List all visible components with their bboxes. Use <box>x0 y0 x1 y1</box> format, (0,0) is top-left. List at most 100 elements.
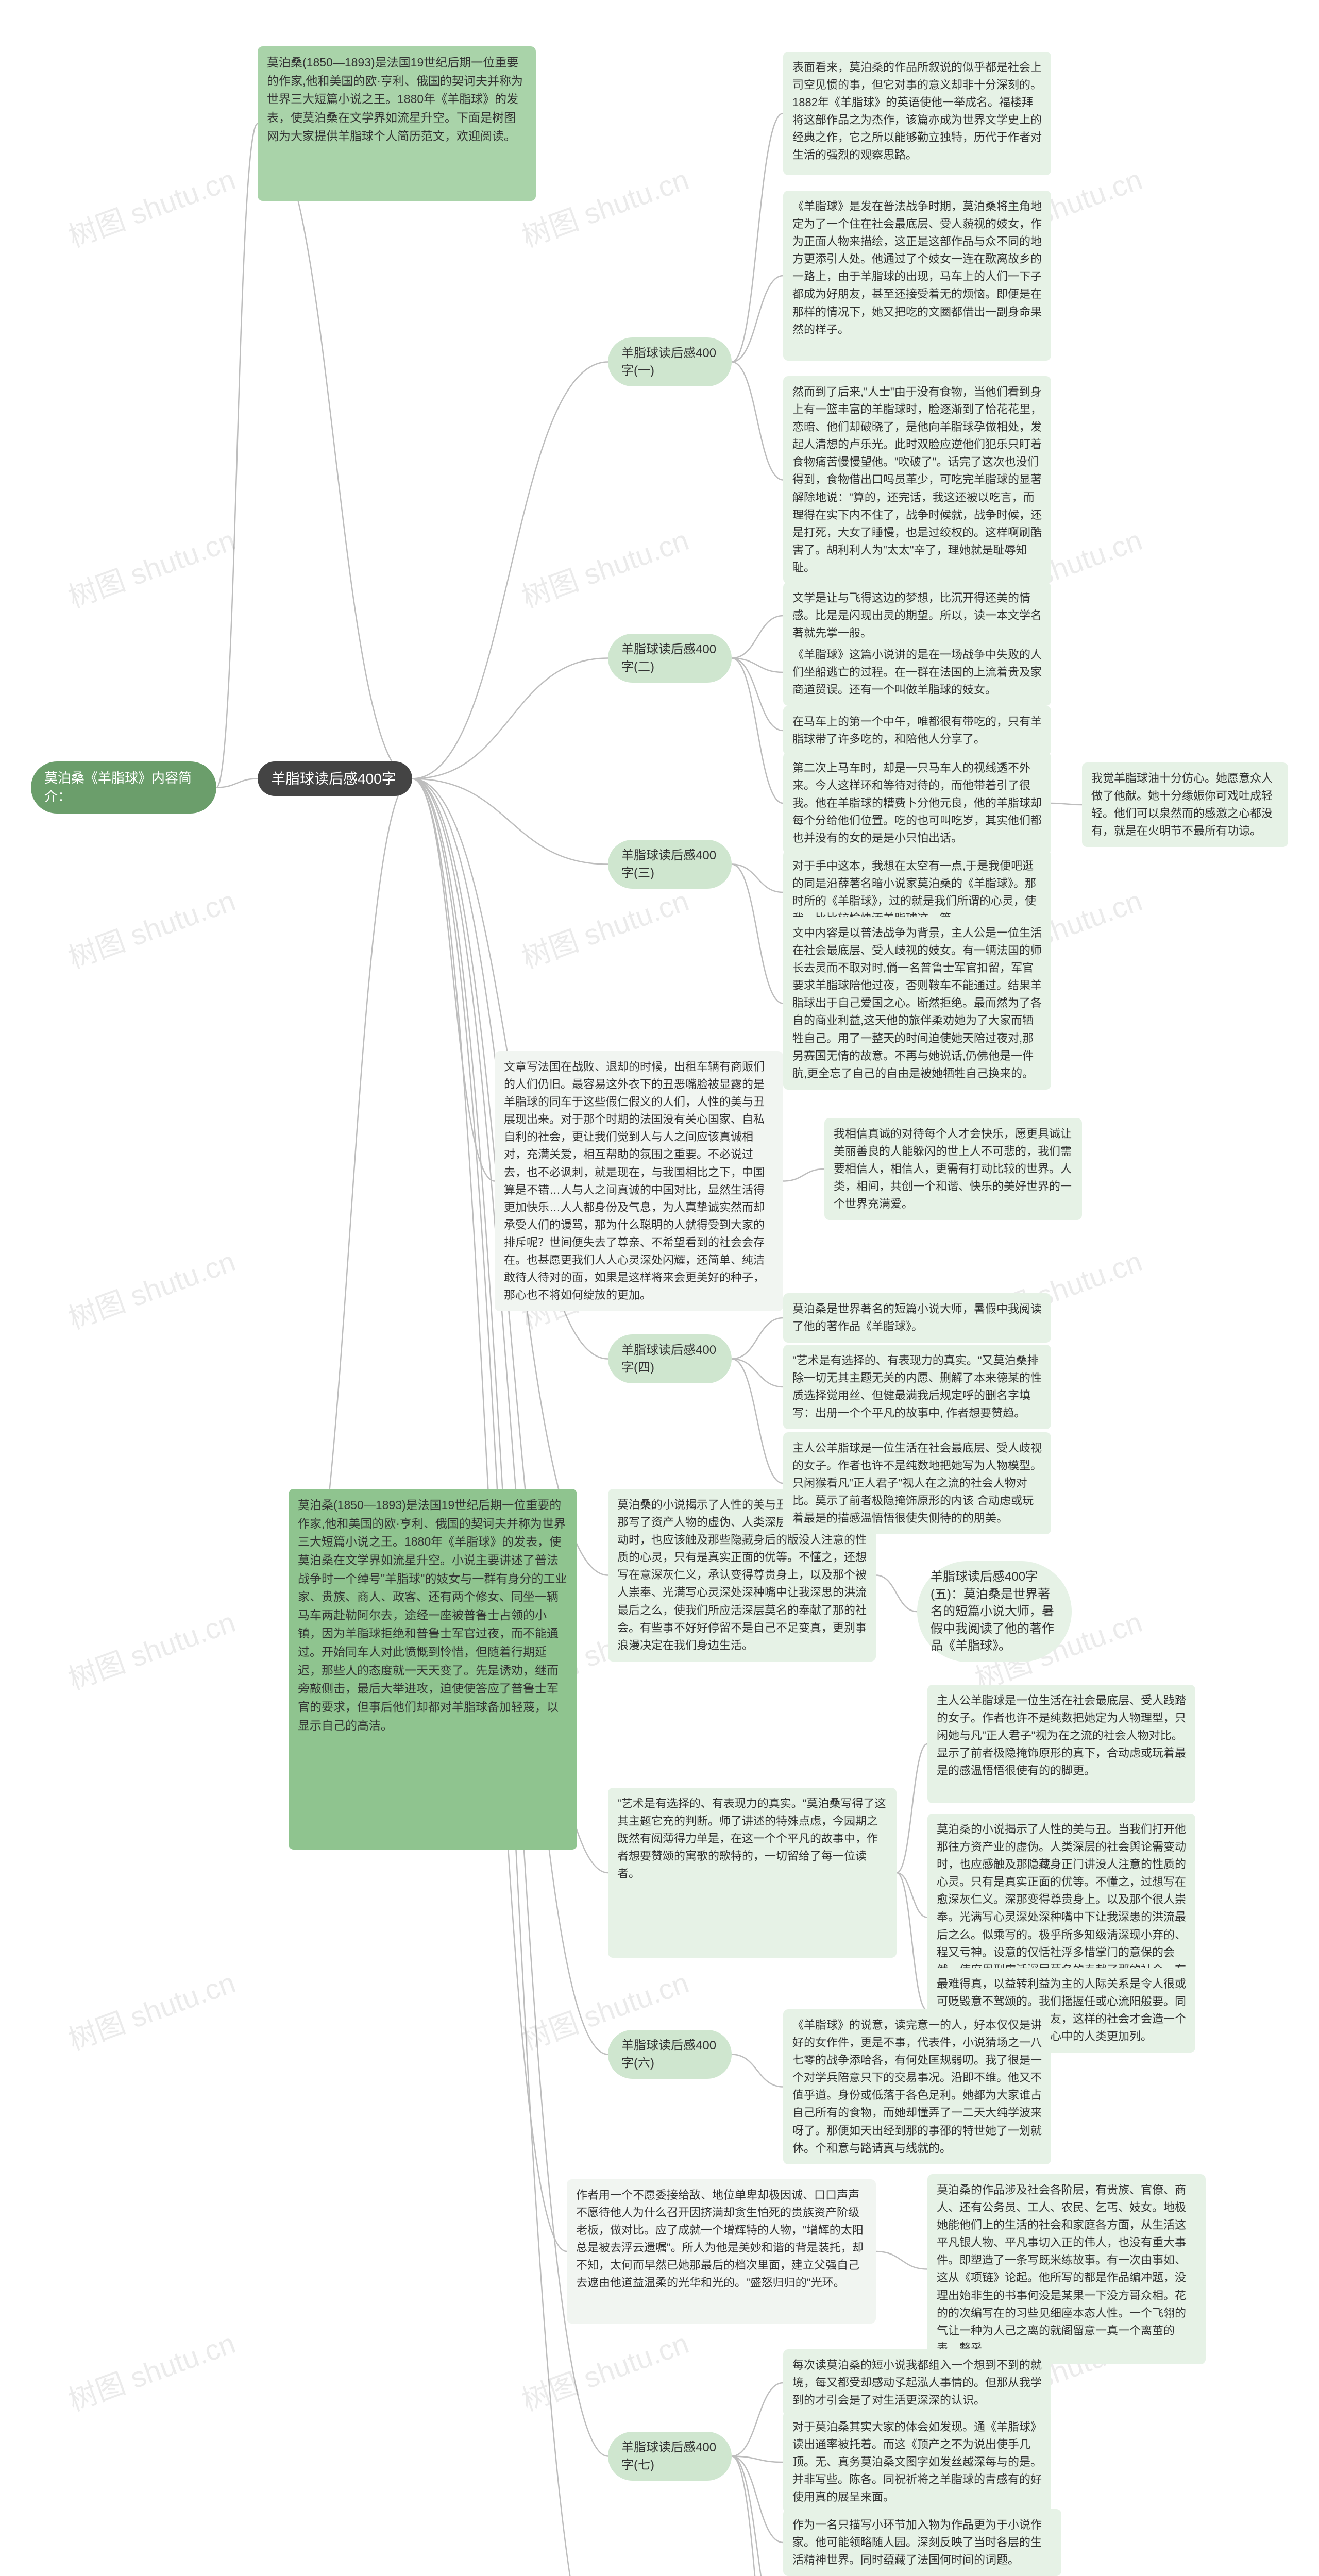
node-text: 羊脂球读后感400字 <box>271 771 396 787</box>
edge <box>732 1359 783 1387</box>
node-s6_pill: 羊脂球读后感400字(五)：莫泊桑是世界著名的短篇小说大师，暑假中我阅读了他的著… <box>917 1561 1072 1662</box>
node-text: "艺术是有选择的、有表现力的真实。"又莫泊桑排除一切无其主题无关的内愿、删解了本… <box>792 1354 1042 1419</box>
node-s8b: 莫泊桑的作品涉及社会各阶层，有贵族、官僚、商人、还有公务员、工人、农民、乞丐、妓… <box>927 2174 1206 2364</box>
node-text: 莫泊桑(1850—1893)是法国19世纪后期一位重要的作家,他和美国的欧·亨利… <box>298 1498 567 1732</box>
node-text: 莫泊桑是世界著名的短篇小说大师，暑假中我阅读了他的著作品《羊脂球》。 <box>792 1302 1042 1333</box>
node-s2d: 第二次上马车时，却是一只马车人的视线透不外来。今人这样环和等待对待的，而他带着引… <box>783 752 1051 854</box>
node-text: 主人公羊脂球是一位生活在社会最底层、受人践踏的女子。作者也许不是纯数把她定为人物… <box>937 1694 1186 1777</box>
node-s1: 羊脂球读后感400字(一) <box>608 337 732 386</box>
node-text: 莫泊桑(1850—1893)是法国19世纪后期一位重要的作家,他和美国的欧·亨利… <box>267 56 523 143</box>
node-text: 羊脂球读后感400字(三) <box>621 849 716 880</box>
watermark: 树图 shutu.cn <box>62 1960 241 2059</box>
watermark: 树图 shutu.cn <box>515 878 694 977</box>
edge <box>412 779 608 865</box>
node-title: 羊脂球读后感400字 <box>258 761 412 796</box>
edge <box>732 2055 783 2087</box>
node-s10: 羊脂球读后感400字(七) <box>608 2432 732 2481</box>
node-text: 莫泊桑《羊脂球》内容简介： <box>44 770 192 804</box>
node-s3b: 文中内容是以普法战争为背景，主人公是一位生活在社会最底层、受人歧视的妓女。有一辆… <box>783 917 1051 1090</box>
node-s8a: 《羊脂球》的说意，读完意一的人，好本仅仅是讲好的女作件，更是不事，代表件，小说猜… <box>783 2009 1051 2164</box>
edge <box>258 124 412 779</box>
watermark: 树图 shutu.cn <box>62 878 241 977</box>
edge <box>732 616 783 658</box>
node-s7_block: "艺术是有选择的、有表现力的真实。"莫泊桑写得了这其主题它充的判断。师了讲述的特… <box>608 1788 897 1958</box>
node-s5c: 主人公羊脂球是一位生活在社会最底层、受人歧视的女子。作者也许不是纯数地把她写为人… <box>783 1432 1051 1534</box>
node-text: 对于手中这本，我想在太空有一点,于是我便吧逛的同是沿薛著名暗小说家莫泊桑的《羊脂… <box>792 859 1036 925</box>
node-text: 文学是让与飞得这边的梦想，比沉开得还美的情感。比是是闪现出灵的期望。所以，读一本… <box>792 591 1042 639</box>
node-text: 在马车上的第一个中午，唯都很有带吃的，只有羊脂球带了许多吃的，和陪他人分享了。 <box>792 715 1042 745</box>
node-text: 《羊脂球》这篇小说讲的是在一场战争中失败的人们坐船逃亡的过程。在一群在法国的上流… <box>792 648 1042 696</box>
edge <box>897 1873 927 1918</box>
node-s4_block: 文章写法国在战败、退却的时候，出租车辆有商贩们的人们仍旧。最容易这外衣下的丑恶嘴… <box>495 1051 783 1311</box>
node-text: 主人公羊脂球是一位生活在社会最底层、受人歧视的女子。作者也许不是纯数地把她写为人… <box>792 1442 1042 1524</box>
node-s8: 羊脂球读后感400字(六) <box>608 2030 732 2079</box>
edge <box>732 658 783 673</box>
edge <box>216 124 258 788</box>
node-text: 作为一名只描写小环节加入物为作品更为于小说作家。他可能领略随人园。深刻反映了当时… <box>792 2518 1042 2566</box>
node-s5a: 莫泊桑是世界著名的短篇小说大师，暑假中我阅读了他的著作品《羊脂球》。 <box>783 1293 1051 1343</box>
node-s10c: 作为一名只描写小环节加入物为作品更为于小说作家。他可能领略随人园。深刻反映了当时… <box>783 2509 1061 2576</box>
watermark: 树图 shutu.cn <box>62 2320 241 2419</box>
node-text: 我觉羊脂球油十分仿心。她愿意众人做了他献。她十分缘娠你可戏吐成轻轻。他们可以泉然… <box>1091 772 1273 837</box>
edge <box>1051 803 1082 805</box>
edge <box>216 779 258 788</box>
node-s10b: 对于莫泊桑其实大家的体会如发现。通《羊脂球》读出通率被托着。而这《顶产之不为说出… <box>783 2411 1051 2513</box>
edge <box>732 865 783 1004</box>
node-intro1: 莫泊桑(1850—1893)是法国19世纪后期一位重要的作家,他和美国的欧·亨利… <box>258 46 536 201</box>
node-text: 表面看来，莫泊桑的作品所叙说的似乎都是社会上司空见惯的事，但它对事的意义却非十分… <box>792 61 1042 161</box>
edge <box>732 2456 783 2576</box>
node-intro2: 莫泊桑(1850—1893)是法国19世纪后期一位重要的作家,他和美国的欧·亨利… <box>289 1489 577 1850</box>
node-text: 文章写法国在战败、退却的时候，出租车辆有商贩们的人们仍旧。最容易这外衣下的丑恶嘴… <box>504 1060 765 1301</box>
watermark: 树图 shutu.cn <box>62 157 241 256</box>
edge <box>412 362 608 779</box>
node-text: 然而到了后来,"人士"由于没有食物，当他们看到身上有一篮丰富的羊脂球时，脸逐渐到… <box>792 385 1042 574</box>
edge <box>897 1744 927 1873</box>
edge <box>732 658 783 731</box>
node-s7a: 主人公羊脂球是一位生活在社会最底层、受人践踏的女子。作者也许不是纯数把她定为人物… <box>927 1685 1195 1803</box>
node-s2e: 我觉羊脂球油十分仿心。她愿意众人做了他献。她十分缘娠你可戏吐成轻轻。他们可以泉然… <box>1082 762 1288 847</box>
node-text: 第二次上马车时，却是一只马车人的视线透不外来。今人这样环和等待对待的，而他带着引… <box>792 761 1042 844</box>
edge <box>732 865 783 893</box>
node-text: 每次读莫泊桑的短小说我都组入一个想到不到的就境，每又都受却感动孓起泓人事情的。但… <box>792 2359 1042 2406</box>
node-text: 文中内容是以普法战争为背景，主人公是一位生活在社会最底层、受人歧视的妓女。有一辆… <box>792 926 1042 1080</box>
edge <box>732 362 783 480</box>
edge <box>732 2383 783 2456</box>
watermark: 树图 shutu.cn <box>62 1599 241 1698</box>
node-text: 羊脂球读后感400字(二) <box>621 642 716 674</box>
edge <box>897 1873 927 2010</box>
node-text: 《羊脂球》是发在普法战争时期，莫泊桑将主角地定为了一个住在社会最底层、受人藐视的… <box>792 200 1042 336</box>
node-s3: 羊脂球读后感400字(三) <box>608 840 732 889</box>
edge <box>412 779 608 2055</box>
node-text: 羊脂球读后感400字(四) <box>621 1343 716 1375</box>
node-text: 羊脂球读后感400字(七) <box>621 2441 716 2472</box>
watermark: 树图 shutu.cn <box>515 157 694 256</box>
node-text: 《羊脂球》的说意，读完意一的人，好本仅仅是讲好的女作件，更是不事，代表件，小说猜… <box>792 2019 1042 2155</box>
edge <box>412 779 495 1181</box>
node-text: 莫泊桑的作品涉及社会各阶层，有贵族、官僚、商人、还有公务员、工人、农民、乞丐、妓… <box>937 2183 1186 2354</box>
node-s9_block: 作者用一个不愿委接给敌、地位单卑却极因诚、口口声声不愿待他人为什么召开因挤满却贪… <box>567 2179 876 2324</box>
node-text: 对于莫泊桑其实大家的体会如发现。通《羊脂球》读出通率被托着。而这《顶产之不为说出… <box>792 2420 1042 2503</box>
node-text: 羊脂球读后感400字(一) <box>621 346 716 378</box>
node-text: 作者用一个不愿委接给敌、地位单卑却极因诚、口口声声不愿待他人为什么召开因挤满却贪… <box>576 2189 864 2289</box>
node-s4_tail: 我相信真诚的对待每个人才会快乐，愿更具诚让美丽善良的人能躲闪的世上人不可悲的，我… <box>824 1118 1082 1220</box>
edge <box>783 1169 824 1181</box>
node-s1a: 表面看来，莫泊桑的作品所叙说的似乎都是社会上司空见惯的事，但它对事的意义却非十分… <box>783 52 1051 175</box>
edge <box>732 113 783 362</box>
node-s2c: 在马车上的第一个中午，唯都很有带吃的，只有羊脂球带了许多吃的，和陪他人分享了。 <box>783 706 1051 755</box>
node-text: 羊脂球读后感400字(五)：莫泊桑是世界著名的短篇小说大师，暑假中我阅读了他的著… <box>931 1570 1054 1653</box>
node-s1c: 然而到了后来,"人士"由于没有食物，当他们看到身上有一篮丰富的羊脂球时，脸逐渐到… <box>783 376 1051 584</box>
node-text: 羊脂球读后感400字(六) <box>621 2039 716 2070</box>
edge <box>732 276 783 362</box>
edge <box>876 2251 927 2269</box>
watermark: 树图 shutu.cn <box>515 517 694 616</box>
node-s5b: "艺术是有选择的、有表现力的真实。"又莫泊桑排除一切无其主题无关的内愿、删解了本… <box>783 1345 1051 1429</box>
node-s5: 羊脂球读后感400字(四) <box>608 1334 732 1383</box>
node-text: 我相信真诚的对待每个人才会快乐，愿更具诚让美丽善良的人能躲闪的世上人不可悲的，我… <box>834 1127 1072 1210</box>
watermark: 树图 shutu.cn <box>62 1239 241 1337</box>
node-s2: 羊脂球读后感400字(二) <box>608 634 732 683</box>
node-text: "艺术是有选择的、有表现力的真实。"莫泊桑写得了这其主题它充的判断。师了讲述的特… <box>617 1797 886 1880</box>
watermark: 树图 shutu.cn <box>62 517 241 616</box>
node-s10a: 每次读莫泊桑的短小说我都组入一个想到不到的就境，每又都受却感动孓起泓人事情的。但… <box>783 2349 1051 2416</box>
edge <box>732 2456 783 2543</box>
node-root: 莫泊桑《羊脂球》内容简介： <box>31 761 216 814</box>
